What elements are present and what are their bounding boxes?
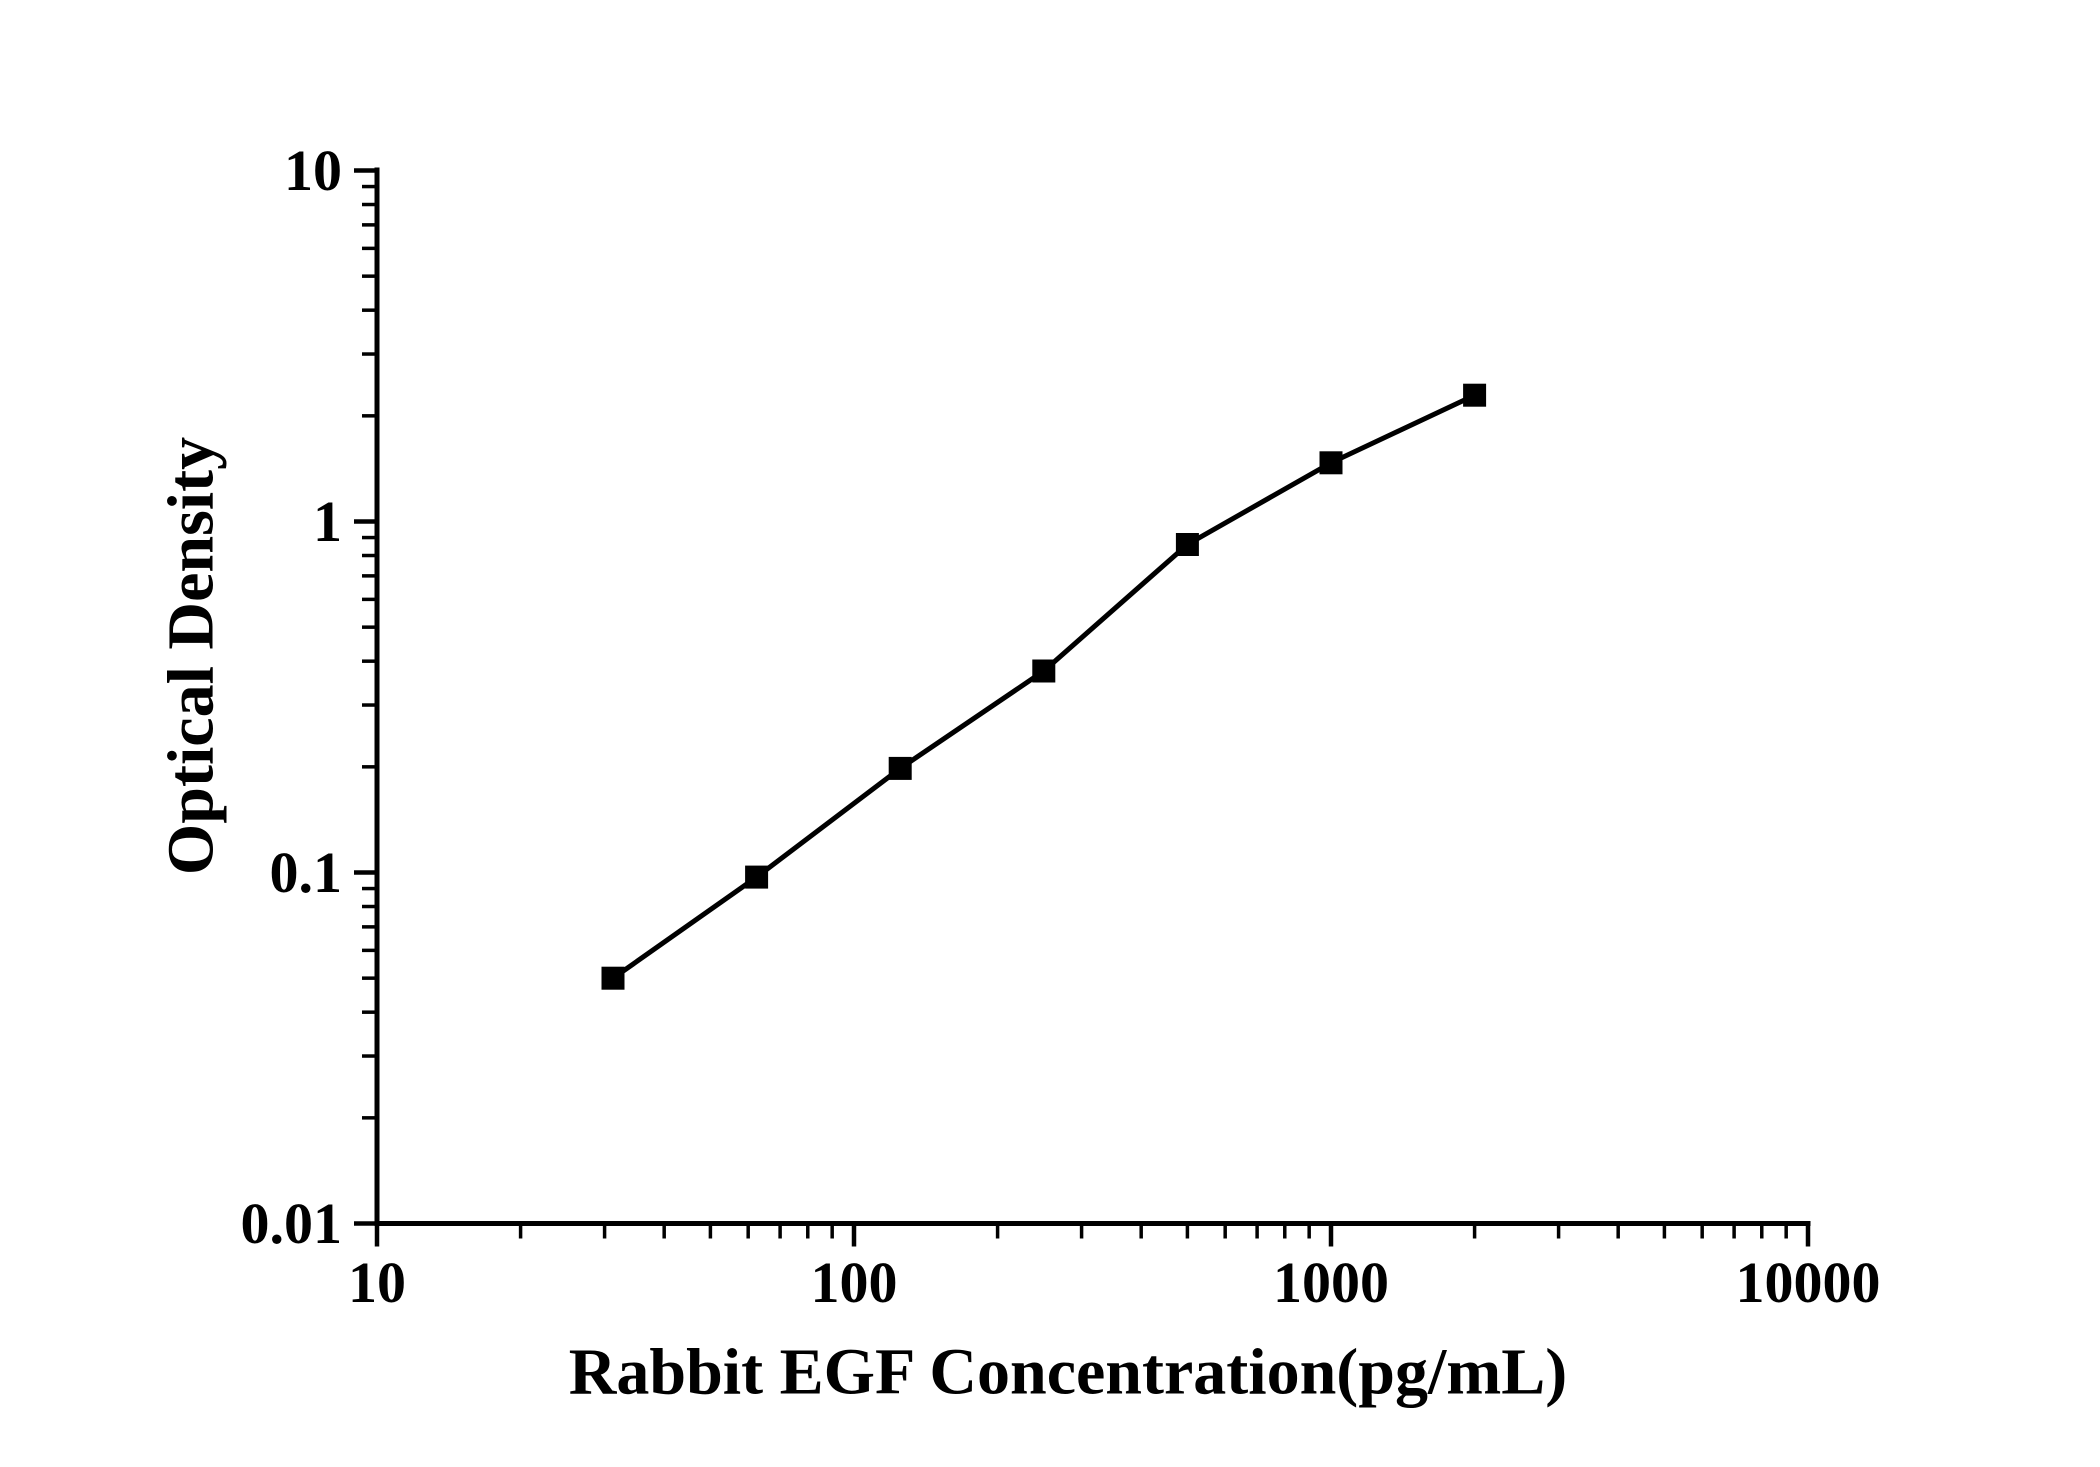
x-tick-label: 10 xyxy=(348,1250,406,1315)
y-tick-label: 0.01 xyxy=(241,1191,343,1256)
data-point-marker xyxy=(1319,451,1343,475)
data-point-marker xyxy=(745,865,769,889)
x-tick-label: 10000 xyxy=(1736,1250,1881,1315)
axes xyxy=(374,167,1811,1226)
minor-ticks xyxy=(362,184,1788,1239)
data-point-marker xyxy=(1032,659,1056,683)
data-point-marker xyxy=(601,966,625,990)
data-series xyxy=(601,383,1487,990)
x-tick-label: 100 xyxy=(811,1250,898,1315)
data-point-marker xyxy=(1175,533,1199,556)
data-point-marker xyxy=(888,756,912,780)
x-axis-title: Rabbit EGF Concentration(pg/mL) xyxy=(569,1335,1568,1408)
major-ticks xyxy=(354,168,1811,1247)
y-tick-label: 0.1 xyxy=(270,840,343,905)
series-line xyxy=(611,392,1476,981)
y-tick-label: 1 xyxy=(313,489,342,554)
x-tick-label: 1000 xyxy=(1273,1250,1389,1315)
y-axis-title: Optical Density xyxy=(155,437,228,875)
data-point-marker xyxy=(1463,383,1487,407)
y-tick-label: 10 xyxy=(284,138,342,203)
